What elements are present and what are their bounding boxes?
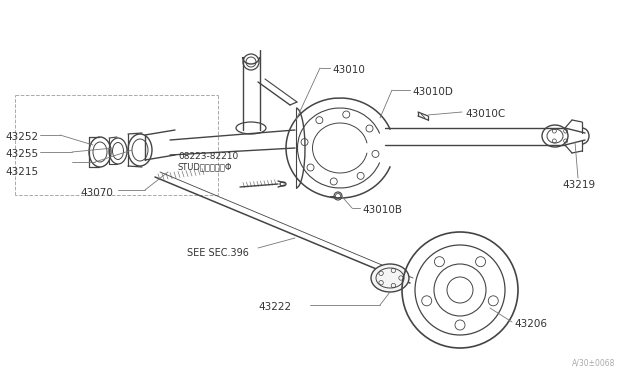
Text: A/30±0068: A/30±0068 bbox=[572, 358, 616, 367]
Text: 08223-82210: 08223-82210 bbox=[178, 152, 238, 161]
Text: 43255: 43255 bbox=[5, 149, 38, 159]
Text: 43010: 43010 bbox=[332, 65, 365, 75]
Text: 43010C: 43010C bbox=[465, 109, 505, 119]
Text: 43010B: 43010B bbox=[362, 205, 402, 215]
Text: 43206: 43206 bbox=[514, 319, 547, 329]
Text: 43010D: 43010D bbox=[412, 87, 453, 97]
Ellipse shape bbox=[371, 264, 409, 292]
Text: STUDスタッド４Φ: STUDスタッド４Φ bbox=[178, 162, 232, 171]
Text: 43215: 43215 bbox=[5, 167, 38, 177]
Text: 43252: 43252 bbox=[5, 132, 38, 142]
Text: 43222: 43222 bbox=[258, 302, 291, 312]
Text: 43070: 43070 bbox=[80, 188, 113, 198]
Text: SEE SEC.396: SEE SEC.396 bbox=[187, 248, 249, 258]
Text: 43219: 43219 bbox=[562, 180, 595, 190]
